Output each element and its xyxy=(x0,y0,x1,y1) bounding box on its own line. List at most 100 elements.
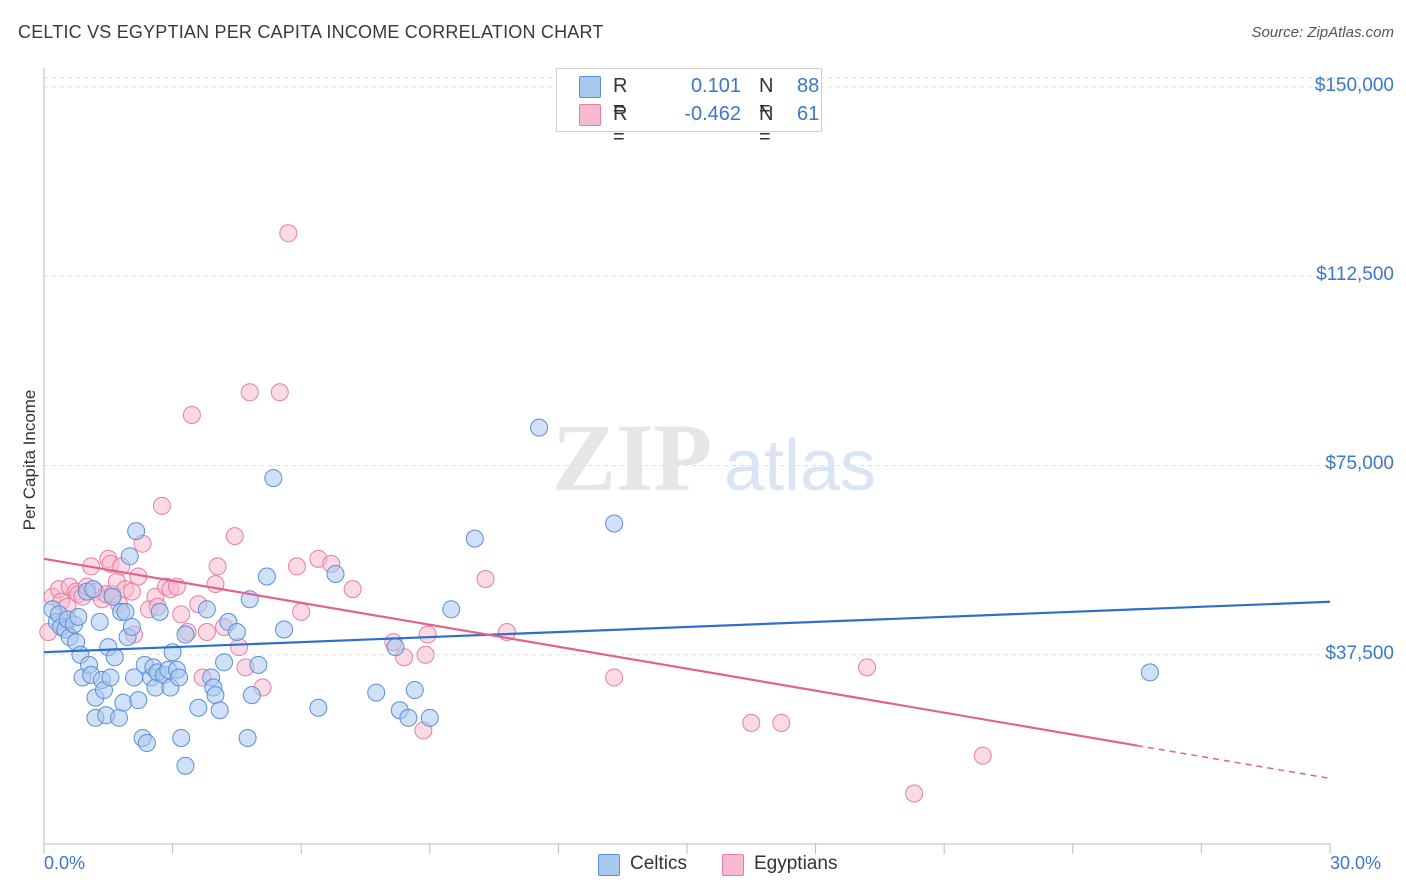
celtic-point xyxy=(172,729,191,748)
grid-layer xyxy=(44,77,1395,656)
watermark-atlas: atlas xyxy=(724,426,876,506)
celtic-point xyxy=(176,756,195,775)
celtic-point xyxy=(605,514,624,533)
celtic-point xyxy=(227,623,246,642)
legend-swatch-celtics xyxy=(579,76,601,98)
celtic-point xyxy=(215,653,234,672)
celtic-point xyxy=(210,701,229,720)
r-value: -0.462 xyxy=(684,103,741,125)
n-value: 88 xyxy=(797,75,820,97)
celtic-point xyxy=(176,625,195,644)
x-tick-label-max: 30.0% xyxy=(1330,853,1382,873)
egyptian-point xyxy=(416,645,435,664)
celtic-point xyxy=(405,681,424,700)
egyptian-point xyxy=(772,713,791,732)
celtic-point xyxy=(69,607,88,626)
celtic-point xyxy=(114,693,133,712)
egyptian-point xyxy=(858,658,877,677)
egyptian-point xyxy=(152,496,171,515)
y-tick-label: $75,000 xyxy=(1325,453,1394,475)
celtic-point xyxy=(420,708,439,727)
watermark: ZIP atlas xyxy=(552,404,876,511)
celtic-point xyxy=(189,698,208,717)
egyptian-point xyxy=(476,570,495,589)
egyptian-point xyxy=(292,602,311,621)
celtic-point xyxy=(530,418,549,437)
trend-lines xyxy=(43,557,1331,780)
egyptian-point xyxy=(742,713,761,732)
celtic-point xyxy=(275,620,294,639)
egyptian-point xyxy=(172,605,191,624)
celtic-point xyxy=(326,564,345,583)
celtic-point xyxy=(386,638,405,657)
n-label: N = xyxy=(759,103,774,148)
celtic-point xyxy=(206,686,225,705)
r-label: R = xyxy=(613,75,628,120)
y-tick-label: $112,500 xyxy=(1316,264,1394,286)
celtic-point xyxy=(238,729,257,748)
egyptians-trend-extension xyxy=(1136,744,1331,780)
celtic-point xyxy=(465,529,484,548)
celtic-point xyxy=(249,655,268,674)
celtic-point xyxy=(127,522,146,541)
celtic-point xyxy=(110,708,129,727)
egyptian-point xyxy=(240,383,259,402)
legend-swatch-egyptians xyxy=(722,854,744,876)
egyptian-point xyxy=(208,557,227,576)
egyptian-point xyxy=(270,383,289,402)
celtic-point xyxy=(197,600,216,619)
egyptian-point xyxy=(279,224,298,243)
celtic-point xyxy=(122,617,141,636)
egyptian-point xyxy=(182,405,201,424)
celtics-trend-line xyxy=(43,600,1331,654)
legend-label-egyptians: Egyptians xyxy=(754,853,838,874)
celtic-point xyxy=(150,602,169,621)
egyptians-trend-line xyxy=(43,557,1138,747)
r-label: R = xyxy=(613,103,628,148)
celtics-points xyxy=(43,418,1159,775)
celtic-point xyxy=(103,587,122,606)
r-value: 0.101 xyxy=(690,75,741,97)
celtic-point xyxy=(120,547,139,566)
celtic-point xyxy=(129,691,148,710)
celtic-point xyxy=(84,580,103,599)
egyptian-point xyxy=(605,668,624,687)
celtic-point xyxy=(242,686,261,705)
legend-swatch-celtics xyxy=(598,854,620,876)
egyptian-point xyxy=(197,623,216,642)
egyptian-point xyxy=(225,527,244,546)
legend-swatch-egyptians xyxy=(579,104,601,126)
celtic-point xyxy=(90,612,109,631)
celtic-point xyxy=(309,698,328,717)
celtic-point xyxy=(442,600,461,619)
egyptian-point xyxy=(122,582,141,601)
chart-title: CELTIC VS EGYPTIAN PER CAPITA INCOME COR… xyxy=(18,22,604,42)
celtic-point xyxy=(170,668,189,687)
egyptians-points xyxy=(39,224,992,803)
x-tick-label-min: 0.0% xyxy=(44,853,86,873)
celtic-point xyxy=(116,602,135,621)
egyptian-point xyxy=(973,746,992,765)
egyptian-point xyxy=(230,638,249,657)
n-label: N = xyxy=(759,75,774,120)
celtic-point xyxy=(264,469,283,488)
celtic-point xyxy=(367,683,386,702)
y-tick-label: $37,500 xyxy=(1325,642,1394,664)
celtic-point xyxy=(399,708,418,727)
egyptian-point xyxy=(287,557,306,576)
axes-layer xyxy=(43,68,1331,854)
celtic-point xyxy=(101,668,120,687)
watermark-zip: ZIP xyxy=(552,404,712,511)
celtic-point xyxy=(137,734,156,753)
celtic-point xyxy=(257,567,276,586)
egyptian-point xyxy=(905,784,924,803)
n-value: 61 xyxy=(797,103,820,125)
source-credit: Source: ZipAtlas.com xyxy=(1251,24,1394,41)
celtic-point xyxy=(105,648,124,667)
stats-legend: R = 0.101 N = 88 R = -0.462 N = 61 xyxy=(556,68,822,148)
egyptian-point xyxy=(418,625,437,644)
legend-label-celtics: Celtics xyxy=(630,853,688,874)
celtic-point xyxy=(1140,663,1159,682)
y-tick-label: $150,000 xyxy=(1314,74,1394,96)
